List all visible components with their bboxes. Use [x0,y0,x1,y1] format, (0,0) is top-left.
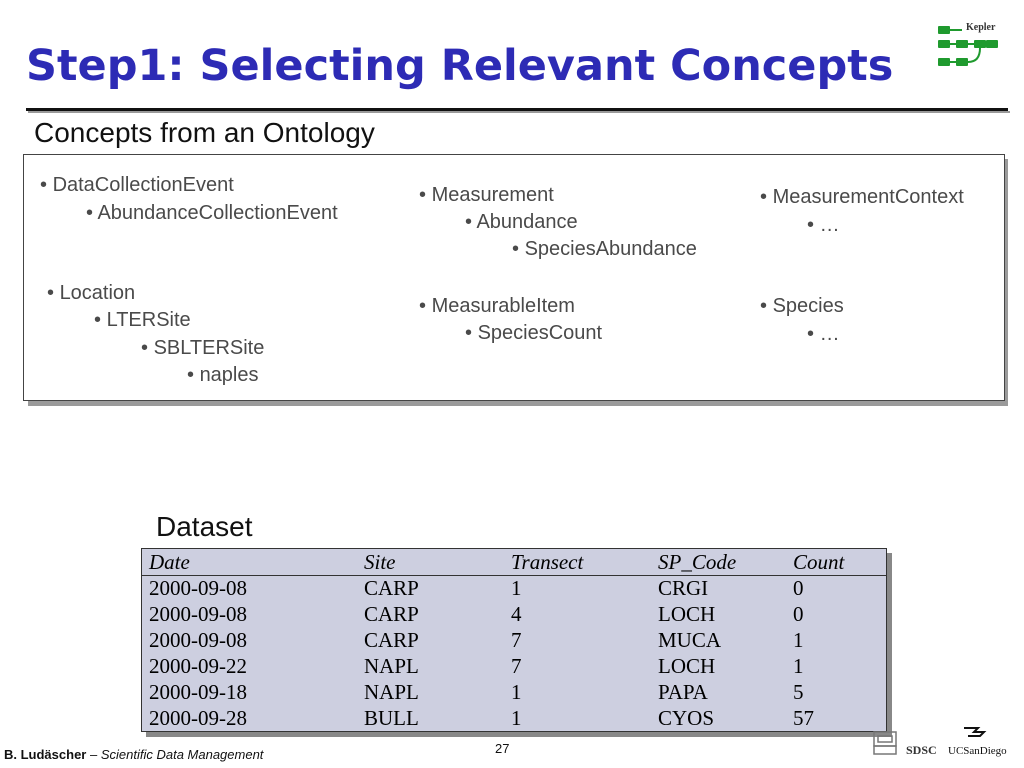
table-cell: 1 [511,680,522,704]
concept-item: • AbundanceCollectionEvent [86,202,338,224]
table-row: 2000-09-18 NAPL 1 PAPA 5 [142,679,886,705]
dataset-table: Date Site Transect SP_Code Count 2000-09… [141,548,887,732]
concept-item: • Abundance [465,211,578,233]
table-cell: 4 [511,602,522,626]
footer-separator: – [86,747,101,762]
table-cell: LOCH [658,602,716,626]
concept-item: • … [807,214,840,236]
concept-item: • SpeciesCount [465,322,603,344]
table-row: 2000-09-08 CARP 4 LOCH 0 [142,601,886,627]
concept-item: • MeasurementContext [760,186,964,208]
concept-item: • … [807,323,840,345]
concept-item: • SpeciesAbundance [512,238,697,260]
dataset-heading: Dataset [156,511,253,542]
kepler-logo-text: Kepler [966,22,996,33]
table-header-cell: Site [364,550,396,574]
table-header-row: Date Site Transect SP_Code Count [142,549,887,576]
table-row: 2000-09-08 CARP 1 CRGI 0 [142,575,886,601]
concept-item: • Species [760,295,844,317]
concept-item: • Location [47,282,136,304]
table-cell: CARP [364,628,419,652]
table-header-cell: SP_Code [658,550,737,574]
table-cell: 0 [793,576,804,600]
footer-credit: B. Ludäscher – Scientific Data Managemen… [4,746,263,764]
table-header-cell: Date [149,550,190,574]
sdsc-logo-text: SDSC [906,743,937,757]
table-cell: 1 [511,706,522,730]
table-cell: NAPL [364,654,419,678]
title-rule [26,108,1008,111]
table-cell: PAPA [658,680,708,704]
table-cell: 2000-09-08 [149,602,247,626]
table-cell: LOCH [658,654,716,678]
table-cell: 57 [793,706,814,730]
table-cell: BULL [364,706,419,730]
table-cell: 1 [511,576,522,600]
table-cell: 7 [511,628,522,652]
table-row: 2000-09-22 NAPL 7 LOCH 1 [142,653,886,679]
table-header-cell: Transect [511,550,584,574]
table-cell: 5 [793,680,804,704]
ontology-heading: Concepts from an Ontology [34,117,375,148]
table-cell: 0 [793,602,804,626]
slide-title: Step1: Selecting Relevant Concepts [26,41,894,91]
ucsd-logo-text: UCSanDiego [948,745,1007,757]
kepler-logo-icon: Kepler [938,22,998,66]
table-cell: 2000-09-18 [149,680,247,704]
table-cell: 2000-09-08 [149,628,247,652]
table-cell: MUCA [658,628,722,652]
table-cell: 7 [511,654,522,678]
page-number: 27 [495,741,510,756]
table-cell: 2000-09-28 [149,706,247,730]
concept-item: • naples [187,364,259,386]
sdsc-ucsd-logo-icon: SDSC UCSanDiego [873,727,1007,757]
table-cell: NAPL [364,680,419,704]
concept-item: • SBLTERSite [141,337,265,359]
table-cell: CARP [364,576,419,600]
table-cell: 2000-09-22 [149,654,247,678]
ontology-box: • DataCollectionEvent • AbundanceCollect… [23,154,1005,401]
title-rule-shadow [28,111,1010,113]
footer-author: B. Ludäscher [4,747,87,762]
concept-item: • DataCollectionEvent [40,174,234,196]
footer-course: Scientific Data Management [100,747,264,762]
table-row: 2000-09-28 BULL 1 CYOS 57 [142,705,886,731]
table-cell: 2000-09-08 [149,576,247,600]
table-cell: CARP [364,602,419,626]
table-header-cell: Count [793,550,845,574]
concept-item: • Measurement [419,184,554,206]
table-cell: CRGI [658,576,709,600]
table-row: 2000-09-08 CARP 7 MUCA 1 [142,627,886,653]
table-cell: 1 [793,628,804,652]
concept-item: • MeasurableItem [419,295,575,317]
table-cell: 1 [793,654,804,678]
table-cell: CYOS [658,706,715,730]
concept-item: • LTERSite [94,309,191,331]
